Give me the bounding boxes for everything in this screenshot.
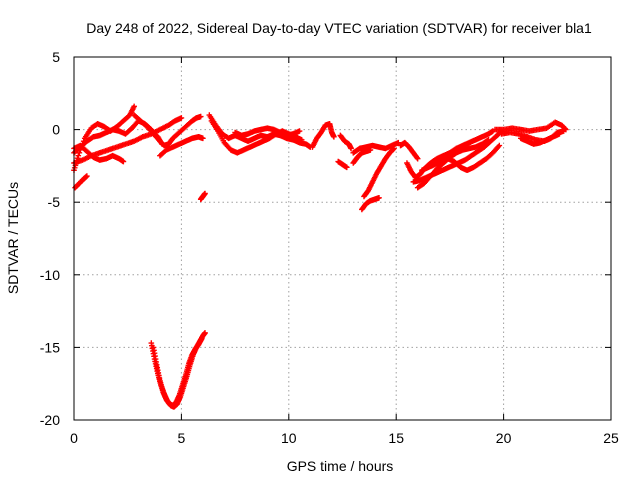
- y-tick-label: -20: [40, 412, 60, 428]
- grid-lines: [74, 57, 611, 420]
- x-tick-label: 10: [281, 430, 297, 446]
- data-point: [395, 139, 402, 146]
- data-point: [414, 154, 420, 161]
- chart-title: Day 248 of 2022, Sidereal Day-to-day VTE…: [86, 20, 592, 36]
- y-tick-label: -10: [40, 267, 60, 283]
- data-point: [496, 142, 503, 149]
- data-point: [200, 135, 206, 142]
- data-point: [414, 155, 421, 162]
- data-point: [298, 136, 305, 143]
- data-point: [197, 113, 204, 120]
- data-point: [76, 150, 83, 156]
- data-point: [367, 147, 374, 153]
- plot-frame: [73, 56, 612, 421]
- x-tick-label: 25: [603, 430, 619, 446]
- data-point: [131, 103, 137, 110]
- data-point: [202, 330, 208, 336]
- data-points: [71, 103, 569, 410]
- y-tick-label: 0: [52, 122, 60, 138]
- data-point: [484, 137, 491, 144]
- data-point: [75, 152, 82, 159]
- x-tick-label: 0: [70, 430, 78, 446]
- axis-ticks: [73, 56, 612, 421]
- tick-labels: 0 5 10 15 20 25 5 0 -5 -10 -15 -20: [40, 49, 619, 446]
- y-tick-label: -15: [40, 339, 60, 355]
- data-point: [485, 136, 492, 143]
- data-point: [120, 158, 127, 165]
- x-tick-label: 20: [496, 430, 512, 446]
- data-point: [296, 128, 303, 134]
- data-point: [343, 164, 350, 171]
- data-point: [331, 134, 337, 140]
- x-tick-label: 5: [178, 430, 186, 446]
- data-point: [199, 335, 205, 342]
- data-point: [178, 115, 185, 121]
- data-point: [202, 190, 208, 197]
- data-point: [560, 128, 567, 134]
- data-point: [348, 145, 354, 152]
- data-point: [391, 145, 397, 152]
- data-point: [390, 146, 397, 153]
- data-point: [376, 195, 382, 201]
- data-point: [84, 173, 90, 179]
- y-tick-label: 5: [52, 49, 60, 65]
- y-axis-label: SDTVAR / TECUs: [5, 182, 21, 294]
- x-axis-label: GPS time / hours: [287, 458, 394, 474]
- y-tick-label: -5: [48, 194, 61, 210]
- x-tick-label: 15: [388, 430, 404, 446]
